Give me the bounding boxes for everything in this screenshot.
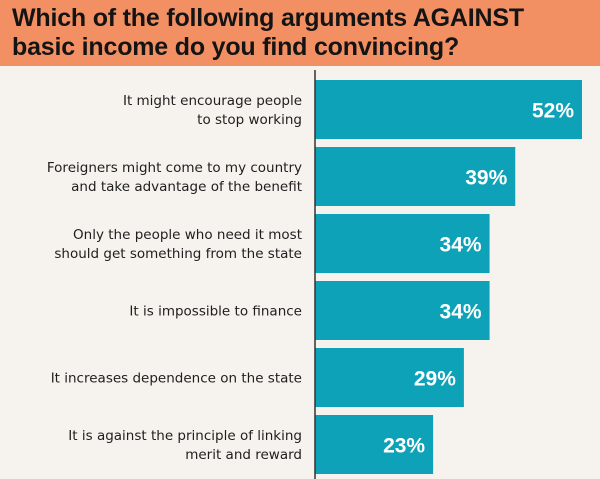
value-label: 39% [465, 167, 507, 190]
bar [315, 80, 582, 139]
category-label: and take advantage of the benefit [71, 179, 302, 195]
bar [315, 214, 490, 273]
bar [315, 281, 490, 340]
title-band [0, 0, 600, 66]
value-label: 29% [414, 368, 456, 391]
bar [315, 147, 516, 206]
category-label: should get something from the state [54, 246, 302, 262]
value-label: 23% [383, 435, 425, 458]
value-label: 52% [532, 100, 574, 123]
value-label: 34% [440, 234, 482, 257]
category-label: It is impossible to finance [129, 304, 302, 320]
category-label: It is against the principle of linking [68, 428, 302, 444]
category-label: Foreigners might come to my country [47, 160, 302, 176]
category-label: Only the people who need it most [73, 227, 302, 243]
category-label: merit and reward [185, 447, 302, 463]
category-label: It increases dependence on the state [51, 371, 302, 387]
category-label: It might encourage people [123, 93, 302, 109]
bar [315, 348, 464, 407]
bar [315, 415, 434, 474]
value-label: 34% [440, 301, 482, 324]
category-label: to stop working [197, 112, 302, 128]
chart-title: Which of the following arguments AGAINST… [12, 4, 524, 61]
